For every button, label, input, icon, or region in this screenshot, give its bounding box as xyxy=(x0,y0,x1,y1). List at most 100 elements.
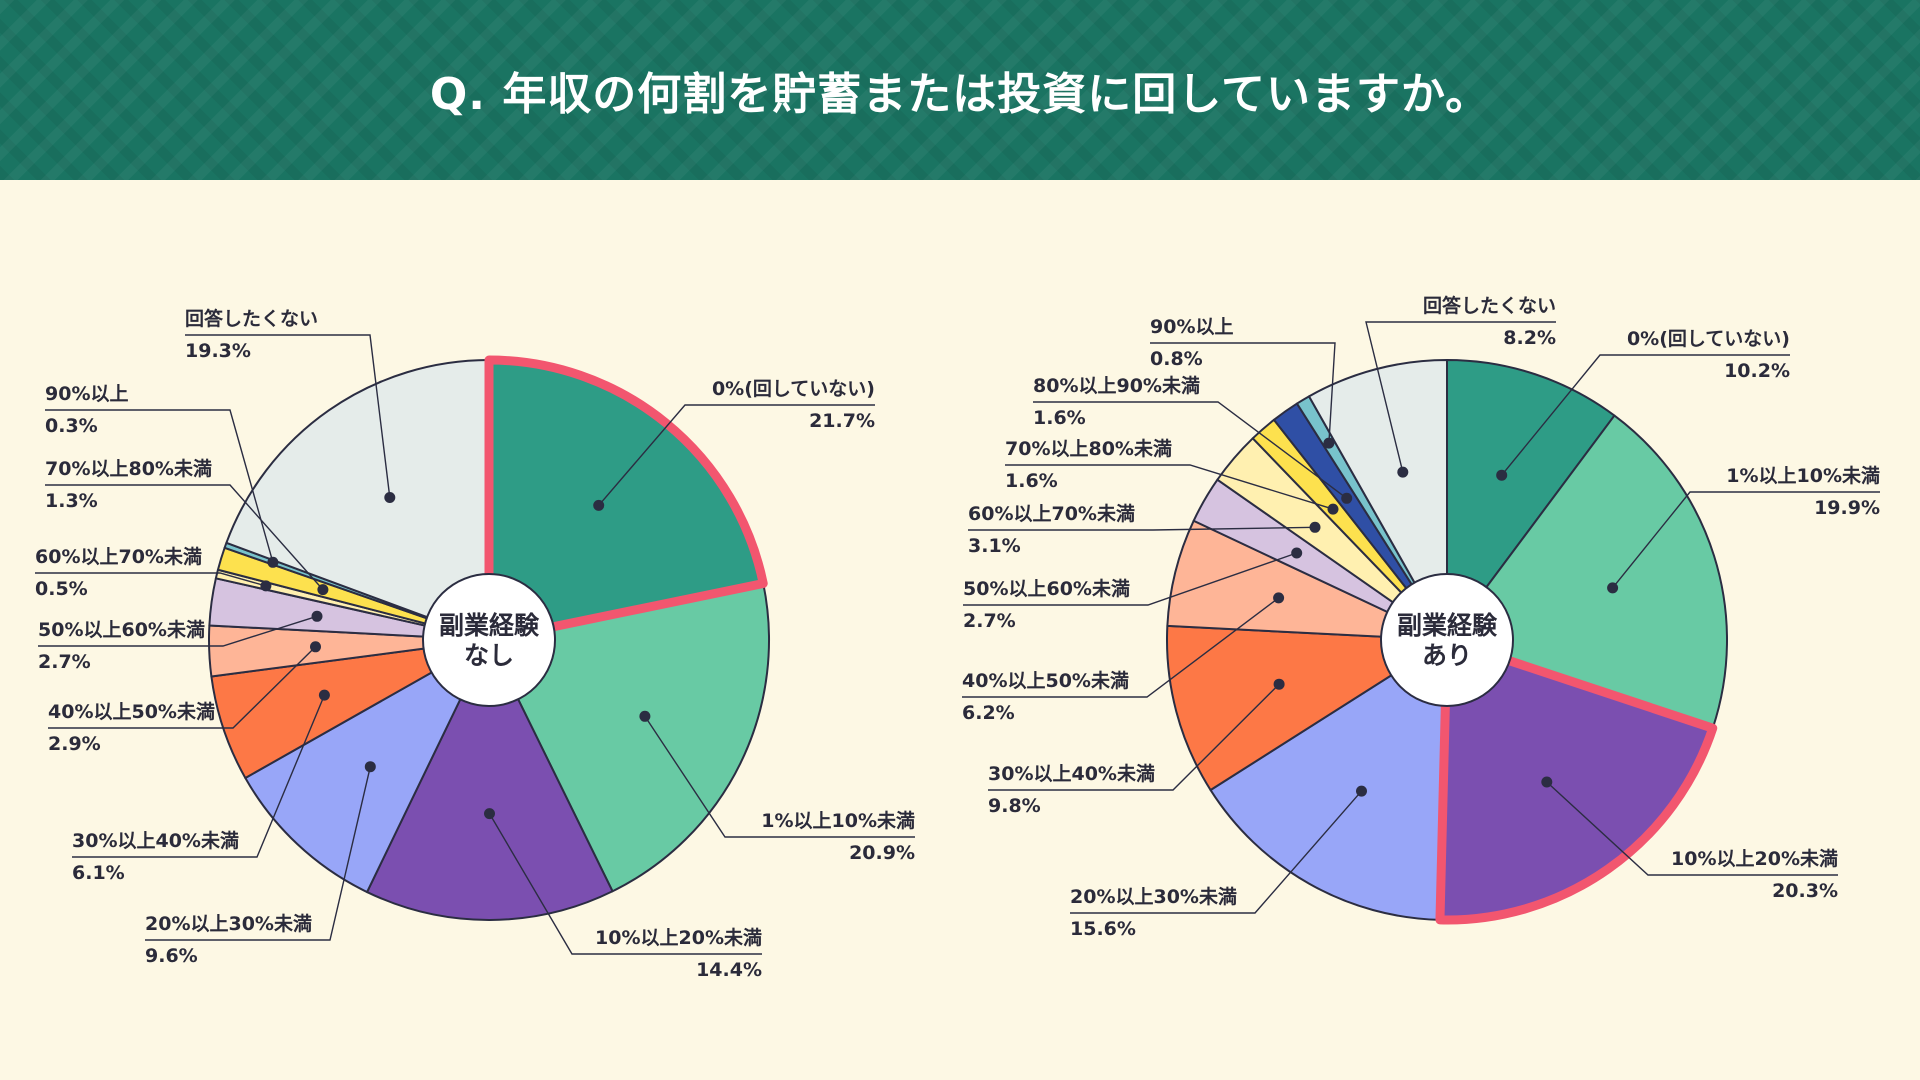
center-label-line-1: 副業経験 xyxy=(1397,611,1498,640)
label-value: 2.7% xyxy=(38,651,91,673)
highlight-outline xyxy=(484,355,768,645)
leader-line xyxy=(48,646,316,729)
label-name: 1%以上10%未満 xyxy=(761,809,915,832)
label-value: 10.2% xyxy=(1724,360,1790,382)
leader-dot xyxy=(1397,466,1409,478)
leader-dot xyxy=(1273,592,1285,604)
center-label-line-2: あり xyxy=(1422,641,1472,670)
leader-dot xyxy=(318,689,330,701)
leader-dot xyxy=(267,556,279,568)
slice-2 xyxy=(488,582,770,893)
label-name: 20%以上30%未満 xyxy=(1070,885,1237,908)
leader-line xyxy=(1501,354,1790,476)
leader-line xyxy=(45,484,324,591)
label-name: 60%以上70%未満 xyxy=(35,545,202,568)
label-value: 1.6% xyxy=(1033,407,1086,429)
leader-dot xyxy=(484,808,495,820)
label-name: 50%以上60%未満 xyxy=(963,577,1130,600)
leader-dot xyxy=(317,584,329,596)
leader-dot xyxy=(1273,678,1285,690)
label-name: 回答したくない xyxy=(185,307,318,330)
leader-dot xyxy=(593,499,605,511)
label-name: 回答したくない xyxy=(1423,294,1556,317)
slice-4 xyxy=(1209,639,1448,921)
label-name: 90%以上 xyxy=(45,383,128,405)
label-value: 14.4% xyxy=(696,959,762,981)
leader-dot xyxy=(1323,437,1335,449)
leader-line xyxy=(145,766,371,941)
leader-line xyxy=(1150,342,1336,444)
label-value: 2.9% xyxy=(48,733,101,755)
leader-line xyxy=(1033,401,1348,499)
label-value: 0.8% xyxy=(1150,348,1203,370)
leader-line xyxy=(644,715,915,838)
label-value: 20.9% xyxy=(849,842,915,864)
leader-line xyxy=(1365,321,1556,473)
leader-dot xyxy=(1327,503,1339,515)
label-name: 70%以上80%未満 xyxy=(1005,437,1172,460)
leader-line xyxy=(988,683,1280,791)
leader-dot xyxy=(1541,776,1553,788)
leader-line xyxy=(1005,464,1334,510)
leader-dot xyxy=(310,641,321,653)
slice-12 xyxy=(225,359,490,641)
leader-line xyxy=(963,552,1297,606)
label-name: 0%(回していない) xyxy=(712,378,875,400)
leader-line xyxy=(38,615,318,647)
slice-3 xyxy=(366,639,614,921)
slice-5 xyxy=(1165,624,1448,792)
leader-dot xyxy=(1496,469,1508,481)
label-value: 19.9% xyxy=(1814,497,1880,519)
leader-dot xyxy=(1607,582,1619,594)
leader-dot xyxy=(639,710,651,722)
label-value: 6.2% xyxy=(962,702,1015,724)
label-name: 80%以上90%未満 xyxy=(1033,374,1200,397)
label-value: 19.3% xyxy=(185,340,251,362)
label-name: 40%以上50%未満 xyxy=(48,700,215,723)
label-name: 90%以上 xyxy=(1150,316,1233,338)
slice-1 xyxy=(1446,359,1616,641)
center-label-line-1: 副業経験 xyxy=(439,611,540,640)
leader-dot xyxy=(1291,547,1303,559)
leader-dot xyxy=(1356,785,1367,797)
label-name: 0%(回していない) xyxy=(1627,328,1790,350)
label-name: 60%以上70%未満 xyxy=(968,502,1135,525)
label-name: 70%以上80%未満 xyxy=(45,457,212,480)
label-value: 21.7% xyxy=(809,410,875,432)
leader-line xyxy=(1070,790,1363,914)
center-label-line-2: なし xyxy=(464,641,514,670)
leader-dot xyxy=(364,761,376,773)
leader-dot xyxy=(384,492,396,503)
label-name: 10%以上20%未満 xyxy=(595,926,762,949)
label-value: 2.7% xyxy=(963,610,1016,632)
leader-dot xyxy=(260,580,272,592)
label-name: 20%以上30%未満 xyxy=(145,912,312,935)
leader-line xyxy=(968,526,1316,531)
label-value: 9.6% xyxy=(145,945,198,967)
leader-dot xyxy=(1341,492,1353,504)
slice-2 xyxy=(1446,414,1728,730)
label-name: 1%以上10%未満 xyxy=(1726,464,1880,487)
highlight-outline xyxy=(1435,635,1718,925)
label-value: 1.3% xyxy=(45,490,98,512)
label-value: 8.2% xyxy=(1503,327,1556,349)
label-value: 9.8% xyxy=(988,795,1041,817)
leader-line xyxy=(1612,491,1880,589)
leader-line xyxy=(35,572,267,587)
label-name: 10%以上20%未満 xyxy=(1671,847,1838,870)
label-value: 3.1% xyxy=(968,535,1021,557)
center-circle xyxy=(1380,573,1514,707)
leader-line xyxy=(962,597,1280,698)
label-value: 1.6% xyxy=(1005,470,1058,492)
leader-line xyxy=(45,409,274,563)
label-name: 30%以上40%未満 xyxy=(72,829,239,852)
leader-line xyxy=(1546,781,1838,876)
leader-dot xyxy=(311,610,323,622)
header-banner: Q. 年収の何割を貯蓄または投資に回していますか。 xyxy=(0,0,1920,180)
page-title: Q. 年収の何割を貯蓄または投資に回していますか。 xyxy=(429,69,1491,120)
leader-line xyxy=(598,404,875,506)
label-name: 50%以上60%未満 xyxy=(38,618,205,641)
